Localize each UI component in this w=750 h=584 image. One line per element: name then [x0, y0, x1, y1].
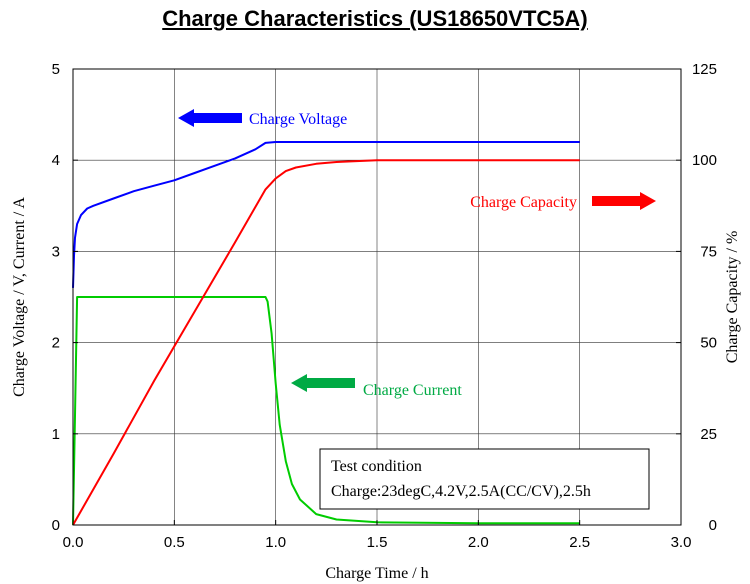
y-right-tick-label: 75	[700, 243, 717, 260]
voltage-arrow-icon	[178, 109, 242, 127]
capacity-arrow-icon	[592, 192, 656, 210]
y-left-tick-label: 2	[52, 335, 60, 352]
current-arrow-icon	[291, 374, 355, 392]
test-condition-detail: Charge:23degC,4.2V,2.5A(CC/CV),2.5h	[331, 483, 591, 500]
grid-lines	[73, 69, 681, 525]
x-tick-label: 3.0	[671, 534, 692, 551]
y-left-tick-label: 4	[52, 152, 60, 169]
x-axis-label: Charge Time / h	[325, 565, 428, 582]
y-left-tick-label: 3	[52, 243, 60, 260]
x-tick-label: 0.5	[164, 534, 185, 551]
y-right-tick-label: 0	[709, 517, 717, 534]
x-tick-label: 0.0	[63, 534, 84, 551]
y-right-tick-label: 25	[700, 426, 717, 443]
series-lines	[72, 141, 580, 526]
y-right-tick-label: 125	[692, 61, 717, 78]
x-tick-label: 1.0	[265, 534, 286, 551]
voltage-series-label: Charge Voltage	[249, 111, 347, 128]
y-left-tick-label: 0	[52, 517, 60, 534]
series-line-charge-current	[72, 296, 580, 526]
x-tick-label: 2.0	[468, 534, 489, 551]
y-right-tick-label: 50	[700, 335, 717, 352]
y-axis-left-label: Charge Voltage / V, Current / A	[11, 197, 28, 397]
y-right-tick-label: 100	[692, 152, 717, 169]
x-tick-label: 2.5	[569, 534, 590, 551]
y-left-tick-label: 5	[52, 61, 60, 78]
x-tick-label: 1.5	[367, 534, 388, 551]
chart-title: Charge Characteristics (US18650VTC5A)	[162, 6, 588, 31]
test-condition-title: Test condition	[331, 458, 422, 475]
series-line-charge-capacity	[72, 159, 580, 526]
current-series-label: Charge Current	[363, 382, 462, 399]
y-left-tick-label: 1	[52, 426, 60, 443]
y-axis-right-label: Charge Capacity / %	[724, 231, 741, 364]
capacity-series-label: Charge Capacity	[470, 194, 577, 211]
series-line-charge-voltage	[72, 141, 580, 288]
test-condition-box: Test condition Charge:23degC,4.2V,2.5A(C…	[319, 448, 650, 510]
